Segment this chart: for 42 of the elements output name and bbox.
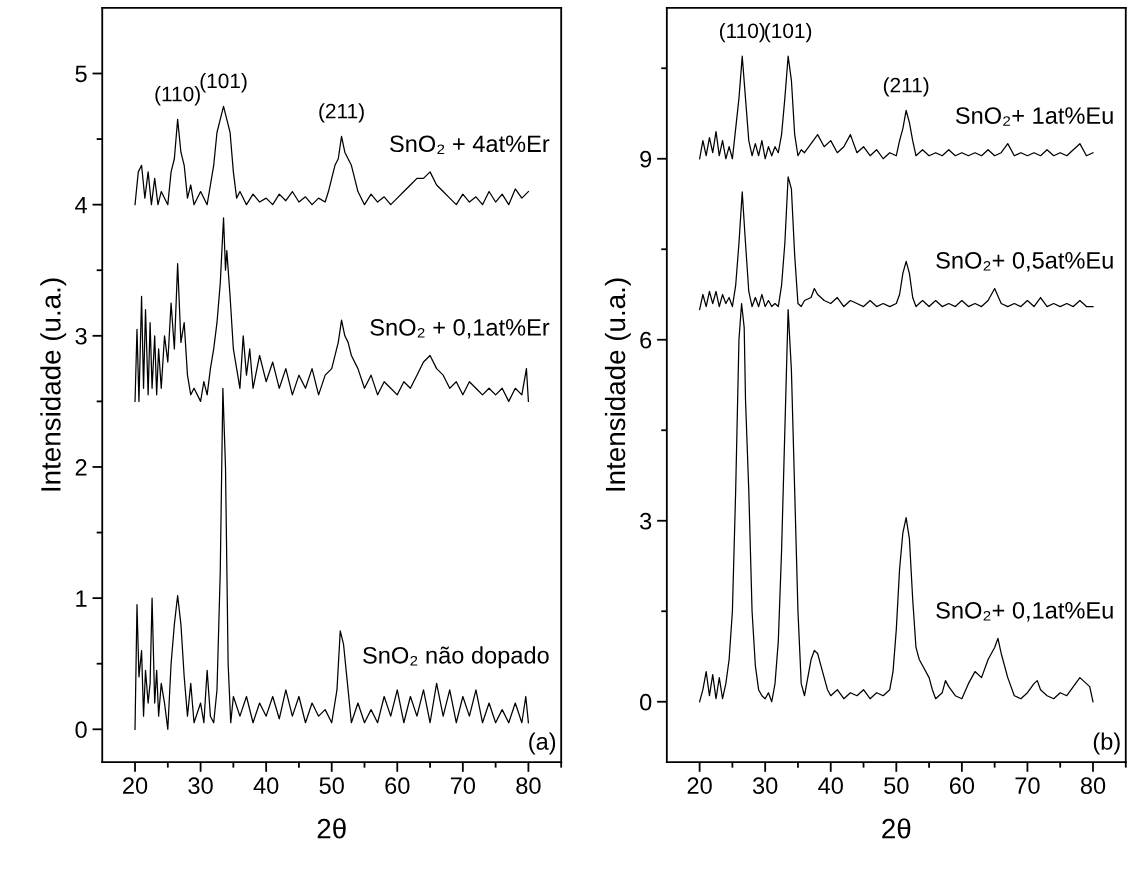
- x-tick-label: 20: [687, 777, 712, 795]
- x-axis-title: 2θ: [317, 818, 346, 839]
- y-tick-label: 6: [640, 331, 652, 349]
- y-axis-title: Intensidade (u.a.): [604, 278, 631, 491]
- y-tick-label: 0: [640, 693, 652, 711]
- y-tick-label: 4: [75, 196, 87, 214]
- x-tick-label: 70: [450, 777, 476, 795]
- x-axis-title: 2θ: [882, 818, 911, 839]
- x-tick-label: 40: [253, 777, 279, 795]
- x-tick-label: 40: [818, 777, 843, 795]
- y-tick-label: 3: [640, 512, 652, 530]
- annotation: (a): [529, 732, 556, 755]
- y-tick-label: 2: [75, 459, 87, 476]
- series-label: SnO₂ + 0,1at%Er: [370, 319, 550, 339]
- y-tick-label: 5: [75, 65, 87, 83]
- y-tick-label: 0: [75, 721, 87, 739]
- annotation: (b): [1093, 732, 1120, 755]
- x-tick-label: 80: [516, 777, 541, 795]
- x-tick-label: 30: [188, 777, 213, 795]
- series-label: SnO₂+ 1at%Eu: [955, 107, 1113, 126]
- x-tick-label: 60: [949, 777, 975, 795]
- annotation: (110): [155, 86, 200, 106]
- x-tick-label: 50: [319, 777, 344, 795]
- x-tick-label: 20: [123, 777, 148, 795]
- series-label: SnO₂ + 4at%Er: [390, 135, 550, 154]
- x-tick-label: 70: [1015, 777, 1040, 795]
- annotation: (101): [200, 72, 247, 93]
- y-axis-title: Intensidade (u.a.): [40, 278, 67, 491]
- x-tick-label: 30: [752, 777, 778, 795]
- y-tick-label: 9: [640, 150, 652, 168]
- y-tick-label: 1: [76, 590, 87, 607]
- annotation: (110): [719, 22, 765, 43]
- annotation: (101): [765, 22, 812, 43]
- series-label: SnO₂+ 0,5at%Eu: [936, 252, 1113, 272]
- series-label: SnO₂ não dopado: [363, 646, 549, 669]
- x-tick-label: 80: [1080, 777, 1106, 795]
- x-tick-label: 60: [385, 777, 410, 795]
- series-label: SnO₂+ 0,1at%Eu: [936, 601, 1113, 622]
- x-tick-label: 50: [884, 777, 909, 795]
- y-tick-label: 3: [75, 327, 87, 345]
- annotation: (211): [319, 103, 364, 123]
- annotation: (211): [883, 77, 929, 97]
